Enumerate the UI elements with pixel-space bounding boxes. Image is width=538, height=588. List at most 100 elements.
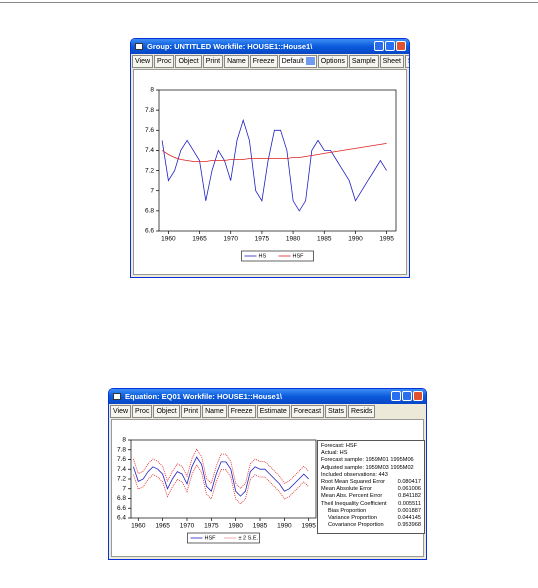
x-tick-label: 1980 — [286, 236, 301, 243]
stats-label: Mean Absolute Error — [321, 486, 372, 493]
close-button[interactable] — [396, 41, 406, 51]
stats-row: Bias Proportion 0.001887 — [321, 508, 421, 515]
window: Group: UNTITLED Workfile: HOUSE1::House1… — [130, 38, 410, 278]
series-line — [133, 448, 309, 489]
title-bar: Group: UNTITLED Workfile: HOUSE1::House1… — [131, 39, 409, 54]
stats-label: Actual: HS — [321, 450, 348, 457]
stats-value: 0.001887 — [397, 507, 421, 514]
stats-value: 0.005511 — [398, 500, 421, 507]
toolbar-button[interactable]: Default — [278, 55, 317, 68]
stats-label: Theil Inequality Coefficient — [321, 500, 387, 507]
toolbar-button[interactable]: Proc — [132, 405, 153, 418]
toolbar-button[interactable]: Proc — [154, 55, 175, 68]
separator — [0, 2, 538, 3]
toolbar-button[interactable]: Resids — [348, 405, 376, 418]
toolbar-button[interactable]: Stats — [404, 55, 409, 68]
toolbar-button[interactable]: View — [132, 55, 154, 68]
window-title: Group: UNTITLED Workfile: HOUSE1::House1… — [147, 42, 313, 51]
y-tick-label: 8 — [122, 437, 126, 444]
y-tick-label: 7.6 — [117, 456, 126, 463]
toolbar-button[interactable]: View — [110, 405, 132, 418]
minimize-button[interactable] — [374, 41, 384, 51]
minimize-button[interactable] — [391, 391, 401, 401]
toolbar-button[interactable]: Name — [224, 55, 249, 68]
y-tick-label: 7.2 — [145, 167, 154, 174]
stats-row: Root Mean Squared Error 0.080417 — [321, 479, 421, 486]
x-tick-label: 1995 — [379, 236, 394, 243]
maximize-button[interactable] — [385, 41, 395, 51]
stats-value: 0.841182 — [398, 493, 421, 500]
y-tick-label: 7.4 — [145, 147, 154, 154]
legend-label: HSF — [205, 535, 217, 541]
stats-label: Mean Abs. Percent Error — [321, 493, 383, 500]
x-tick-label: 1990 — [348, 236, 363, 243]
y-tick-label: 7.8 — [117, 446, 126, 453]
toolbar-button[interactable]: Name — [202, 405, 227, 418]
y-tick-label: 8 — [150, 87, 154, 94]
stats-row: Variance Proportion 0.044145 — [321, 515, 421, 522]
toolbar-button[interactable]: Sample — [348, 55, 379, 68]
stats-row: Adjusted sample: 1959M03 1995M02 — [321, 465, 421, 472]
toolbar: View Proc Object Print Name Freeze Estimate For… — [109, 404, 426, 418]
y-tick-label: 6.4 — [117, 515, 126, 522]
window: Equation: EQ01 Workfile: HOUSE1::House1\… — [108, 388, 427, 560]
stats-label: Covariance Proportion — [328, 522, 384, 529]
y-tick-label: 6.8 — [145, 208, 154, 215]
x-tick-label: 1960 — [161, 236, 176, 243]
stats-panel: Forecast: HSF Actual: HS Forecast sample: … — [317, 440, 425, 534]
toolbar-button[interactable]: Print — [180, 405, 202, 418]
stats-value: 0.080417 — [397, 479, 421, 486]
plot-frame — [158, 89, 397, 232]
stats-label: Forecast: HSF — [321, 443, 358, 449]
stats-label: Root Mean Squared Error — [321, 479, 386, 486]
toolbar-button[interactable]: Freeze — [249, 55, 278, 68]
toolbar-button[interactable]: Estimate — [256, 405, 290, 418]
toolbar-button[interactable]: Sheet — [379, 55, 404, 68]
stats-value: 0.953968 — [397, 522, 421, 529]
toolbar: View Proc Object Print Name Freeze Default Opti… — [131, 54, 409, 68]
chart: 6.4 6.6 6.8 7 7.2 7.4 7.6 7.8 8 1960 1965 1970 1975 1… — [117, 437, 317, 544]
x-tick-label: 1970 — [223, 236, 238, 243]
legend-box — [241, 250, 314, 262]
y-tick-label: 6.6 — [145, 228, 154, 235]
stats-row: Actual: HS — [321, 450, 421, 457]
x-tick-label: 1975 — [204, 523, 219, 530]
toolbar-button[interactable]: Options — [317, 55, 348, 68]
stats-row: Forecast: HSF — [321, 443, 421, 450]
x-tick-label: 1985 — [317, 236, 332, 243]
stats-value: 0.061006 — [397, 486, 421, 493]
close-button[interactable] — [413, 391, 423, 401]
stats-label: Variance Proportion — [328, 515, 378, 522]
content-area: 6.4 6.6 6.8 7 7.2 7.4 7.6 7.8 8 1960 1965 1970 1975 1… — [111, 419, 425, 557]
toolbar-button[interactable]: Object — [153, 405, 180, 418]
toolbar-button[interactable]: Forecast — [290, 405, 325, 418]
window-title: Equation: EQ01 Workfile: HOUSE1::House1\ — [125, 392, 282, 401]
series-line — [161, 143, 387, 162]
y-tick-label: 7 — [150, 187, 154, 194]
maximize-button[interactable] — [402, 391, 412, 401]
stats-value: 0.044145 — [397, 515, 421, 522]
y-tick-label: 7.4 — [117, 466, 126, 473]
y-tick-label: 6.8 — [117, 495, 126, 502]
stats-label: Adjusted sample: 1959M03 1995M02 — [321, 464, 414, 471]
y-tick-label: 7 — [122, 485, 126, 492]
stats-label: Bias Proportion — [328, 507, 367, 514]
series-line — [161, 118, 387, 212]
series-line — [133, 456, 309, 497]
content-area: 6.6 6.8 7 7.2 7.4 7.6 7.8 8 1960 1965 1970 1975 1980… — [133, 69, 407, 275]
x-tick-label: 1980 — [228, 523, 243, 530]
y-tick-label: 7.6 — [145, 127, 154, 134]
toolbar-button[interactable]: Stats — [325, 405, 347, 418]
stats-row: Forecast sample: 1959M01 1995M06 — [321, 457, 421, 464]
stats-label: Included observations: 443 — [321, 471, 388, 478]
window-icon — [113, 393, 121, 400]
toolbar-button[interactable]: Object — [175, 55, 202, 68]
x-tick-label: 1970 — [180, 523, 195, 530]
legend-box — [187, 532, 260, 544]
toolbar-button[interactable]: Print — [202, 55, 224, 68]
stats-row: Included observations: 443 — [321, 472, 421, 479]
toolbar-button[interactable]: Freeze — [227, 405, 256, 418]
y-tick-label: 7.2 — [117, 476, 126, 483]
stats-row: Theil Inequality Coefficient 0.005511 — [321, 501, 421, 508]
